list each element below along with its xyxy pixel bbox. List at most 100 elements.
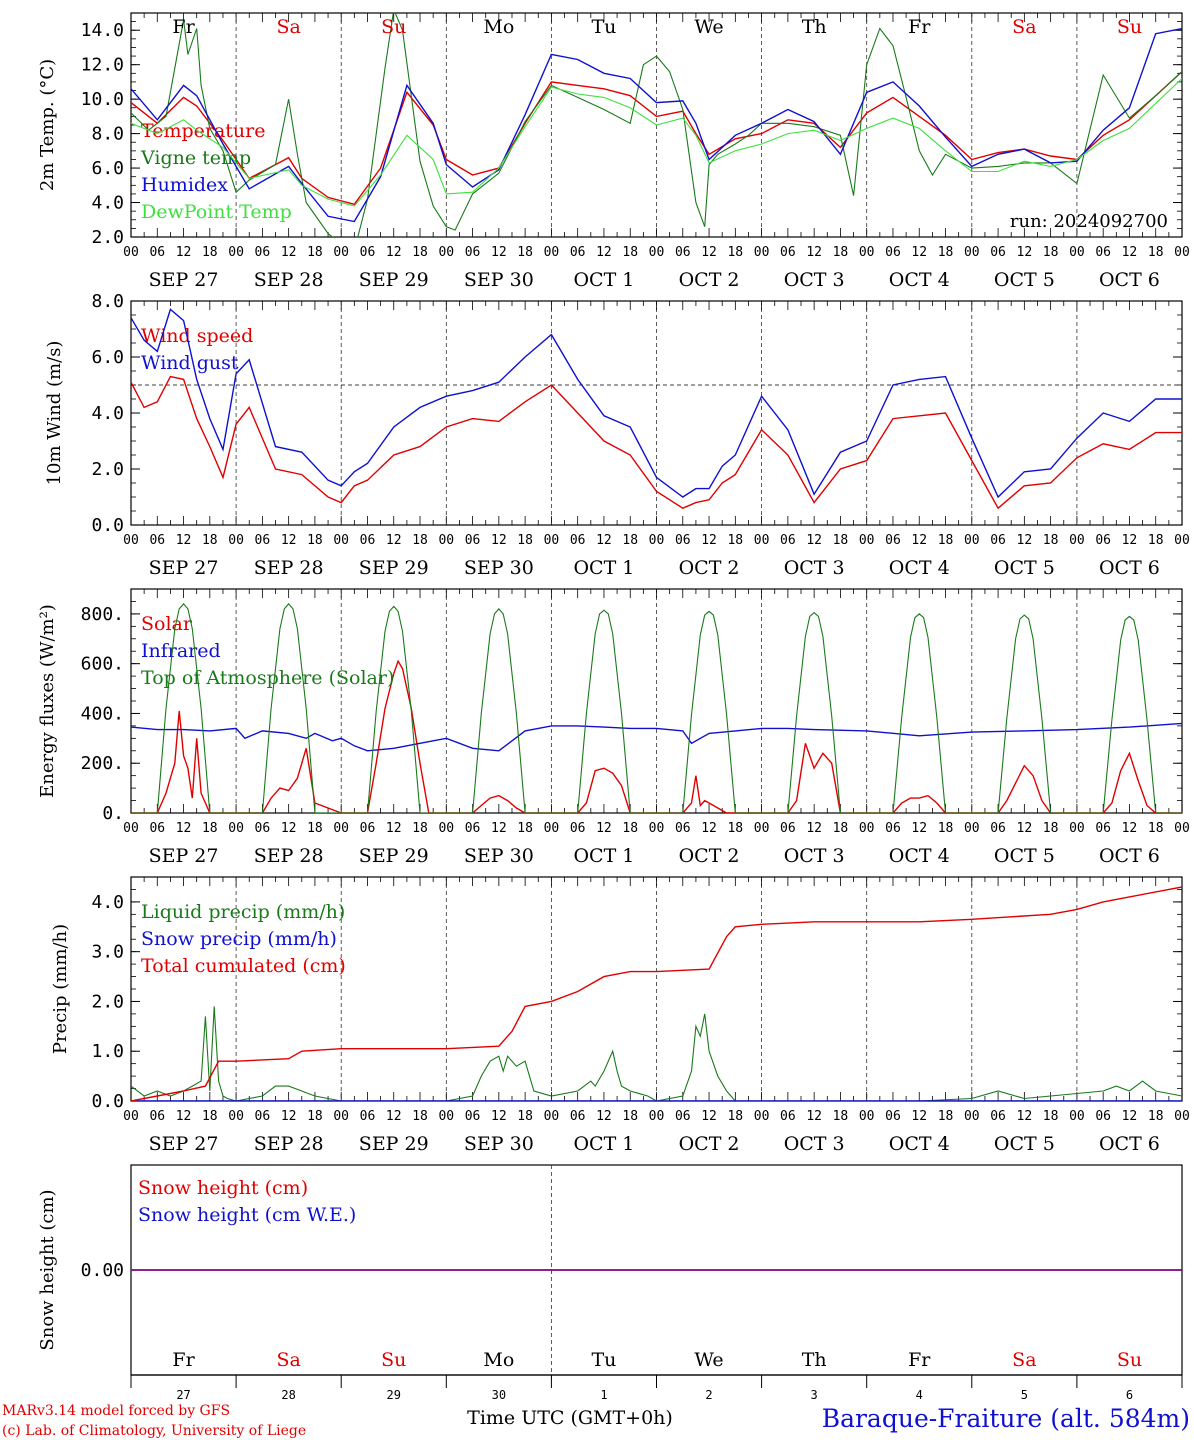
panel-1-x-tick-label: 12 [701, 245, 717, 260]
top-weekday-label: Fr [908, 16, 931, 38]
bottom-day-number: 1 [600, 1388, 607, 1402]
panel-2-x-tick-label: 06 [570, 533, 586, 548]
panel-1-legend-1: Temperature [141, 120, 265, 142]
x-axis-label: Time UTC (GMT+0h) [467, 1407, 673, 1429]
panel-2-x-tick-label: 06 [1095, 533, 1111, 548]
panel-1-y-tick-label: 14.0 [81, 20, 124, 41]
bottom-day-number: 5 [1021, 1388, 1028, 1402]
panel-2-x-tick-label: 06 [360, 533, 376, 548]
panel-4-x-tick-label: 18 [202, 1109, 218, 1124]
panel-3-date-label: SEP 28 [254, 845, 324, 867]
panel-2-x-tick-label: 00 [123, 533, 139, 548]
panel-3-date-label: OCT 1 [573, 845, 634, 867]
panel-2-x-tick-label: 00 [754, 533, 770, 548]
panel-1-x-tick-label: 00 [964, 245, 980, 260]
panel-2-x-tick-label: 06 [990, 533, 1006, 548]
panel-2-x-tick-label: 06 [780, 533, 796, 548]
panel-3-x-tick-label: 18 [1043, 821, 1059, 836]
panel-4-x-tick-label: 18 [727, 1109, 743, 1124]
panel-1-x-tick-label: 12 [806, 245, 822, 260]
panel-4-x-tick-label: 18 [1043, 1109, 1059, 1124]
panel-2-x-tick-label: 00 [1174, 533, 1190, 548]
panel-4-x-tick-label: 00 [1174, 1109, 1190, 1124]
station-label: Baraque-Fraiture (alt. 584m) [822, 1404, 1190, 1433]
panel-4-x-tick-label: 12 [491, 1109, 507, 1124]
panel-2-date-label: OCT 6 [1099, 557, 1160, 579]
bottom-weekday-label: Su [381, 1349, 406, 1371]
panel-4-x-tick-label: 18 [307, 1109, 323, 1124]
bottom-weekday-label: Sa [1012, 1349, 1036, 1371]
panel-2-x-tick-label: 06 [675, 533, 691, 548]
bottom-day-number: 2 [705, 1388, 712, 1402]
top-weekday-label: Su [381, 16, 406, 38]
panel-1-x-tick-label: 06 [255, 245, 271, 260]
bottom-weekday-label: Su [1117, 1349, 1142, 1371]
panel-2-x-tick-label: 12 [1017, 533, 1033, 548]
panel-2-x-tick-label: 18 [307, 533, 323, 548]
panel-2-y-tick-label: 2.0 [91, 459, 124, 480]
panel-4-x-tick-label: 18 [1148, 1109, 1164, 1124]
panel-4-x-tick-label: 12 [1017, 1109, 1033, 1124]
panel-3-x-tick-label: 12 [386, 821, 402, 836]
panel-2-date-label: OCT 3 [784, 557, 845, 579]
panel-2-date-label: OCT 4 [889, 557, 950, 579]
panel-2-x-tick-label: 12 [596, 533, 612, 548]
panel-4-date-label: SEP 29 [359, 1133, 429, 1155]
panel-3-x-tick-label: 00 [649, 821, 665, 836]
panel-3-x-tick-label: 00 [123, 821, 139, 836]
panel-2-x-tick-label: 12 [806, 533, 822, 548]
panel-2-x-tick-label: 00 [649, 533, 665, 548]
panel-3-x-tick-label: 12 [806, 821, 822, 836]
panel-1-date-label: OCT 2 [679, 269, 740, 291]
panel-3-x-tick-label: 12 [281, 821, 297, 836]
panel-1-x-tick-label: 06 [360, 245, 376, 260]
panel-1-date-label: SEP 30 [464, 269, 534, 291]
panel-3-x-tick-label: 06 [1095, 821, 1111, 836]
model-credit: MARv3.14 model forced by GFS [2, 1403, 230, 1419]
panel-2-x-tick-label: 12 [281, 533, 297, 548]
panel-2-y-tick-label: 6.0 [91, 347, 124, 368]
panel-1-y-tick-label: 12.0 [81, 55, 124, 76]
panel-4-x-tick-label: 18 [938, 1109, 954, 1124]
panel-3-date-label: SEP 27 [149, 845, 219, 867]
bottom-weekday-label: Fr [908, 1349, 931, 1371]
panel-3-x-tick-label: 00 [859, 821, 875, 836]
panel-4-x-tick-label: 12 [596, 1109, 612, 1124]
panel-3-x-tick-label: 12 [911, 821, 927, 836]
run-label: run: 2024092700 [1010, 211, 1168, 232]
panel-3-x-tick-label: 00 [333, 821, 349, 836]
panel-3-x-tick-label: 18 [412, 821, 428, 836]
panel-1-x-tick-label: 12 [491, 245, 507, 260]
panel-2-x-tick-label: 00 [333, 533, 349, 548]
panel-1-legend-4: DewPoint Temp [141, 201, 292, 223]
panel-2-legend-2: Wind gust [141, 352, 239, 374]
panel-3-series-3-line [131, 603, 1182, 813]
panel-4-x-tick-label: 06 [570, 1109, 586, 1124]
panel-1-x-tick-label: 00 [123, 245, 139, 260]
panel-4-x-tick-label: 18 [833, 1109, 849, 1124]
panel-2-x-tick-label: 06 [255, 533, 271, 548]
panel-4-x-tick-label: 06 [360, 1109, 376, 1124]
panel-3-x-tick-label: 18 [202, 821, 218, 836]
panel-1-x-tick-label: 06 [1095, 245, 1111, 260]
panel-2-x-tick-label: 00 [964, 533, 980, 548]
panel-4-y-tick-label: 1.0 [91, 1041, 124, 1062]
panel-1-y-tick-label: 10.0 [81, 89, 124, 110]
panel-3-legend-2: Infrared [141, 640, 221, 662]
panel-4-legend-3: Total cumulated (cm) [141, 955, 346, 977]
panel-3-x-tick-label: 00 [1069, 821, 1085, 836]
panel-3-x-tick-label: 06 [570, 821, 586, 836]
panel-4-x-tick-label: 00 [544, 1109, 560, 1124]
panel-2-x-tick-label: 00 [438, 533, 454, 548]
panel-3-x-tick-label: 12 [176, 821, 192, 836]
panel-3-x-tick-label: 12 [1017, 821, 1033, 836]
panel-1-x-tick-label: 12 [911, 245, 927, 260]
panel-2-x-tick-label: 12 [176, 533, 192, 548]
panel-2-y-tick-label: 0.0 [91, 515, 124, 536]
panel-2-legend-1: Wind speed [141, 325, 253, 347]
bottom-day-number: 27 [176, 1388, 190, 1402]
panel-1-series-4-line [131, 78, 1182, 207]
panel-1-y-tick-label: 8.0 [91, 124, 124, 145]
panel-3-x-tick-label: 18 [833, 821, 849, 836]
